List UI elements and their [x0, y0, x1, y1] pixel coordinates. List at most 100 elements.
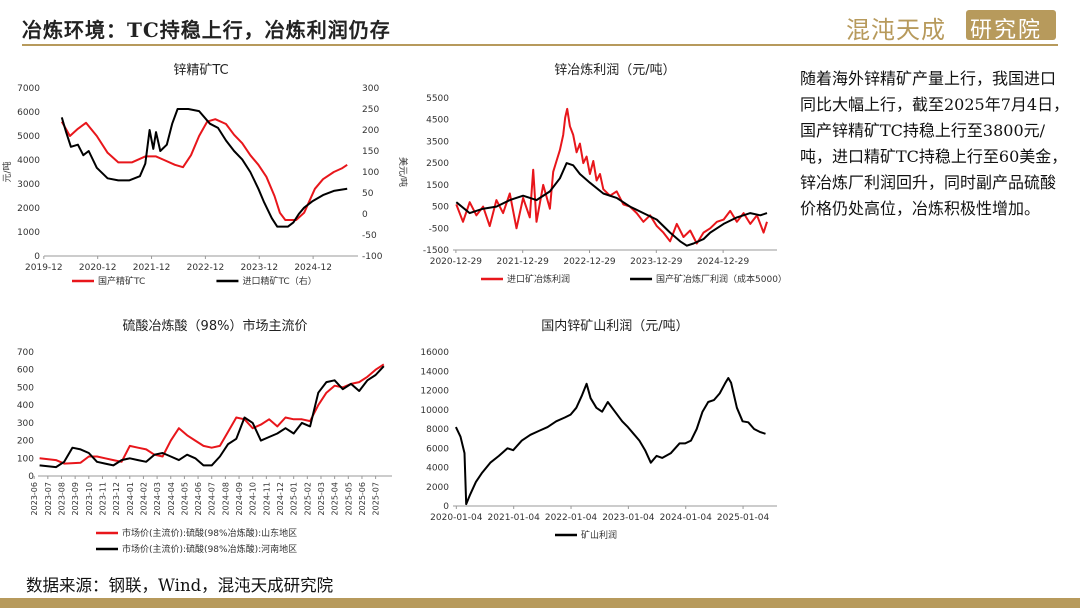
company-logo: 混沌天成 研究院 [846, 8, 1058, 44]
x-tick-label: 2024-12-29 [697, 257, 750, 267]
x-tick-label: 2024-01 [126, 482, 135, 515]
x-tick-label: 2024-03 [153, 482, 162, 515]
y-tick-label: 8000 [426, 425, 449, 435]
x-tick-label: 2023-12-29 [630, 257, 683, 267]
header-divider [22, 44, 1058, 46]
y-tick-label: 14000 [420, 367, 449, 377]
y-tick-label: 7000 [17, 84, 40, 94]
x-tick-label: 2023-12 [240, 263, 278, 273]
y-axis-label: 元/吨 [1, 161, 13, 182]
chart-zinc-tc: 锌精矿TC01000200030004000500060007000元/吨-10… [1, 63, 409, 287]
y-tick-label: 16000 [420, 348, 449, 358]
y-tick-label: -500 [429, 224, 450, 234]
y2-tick-label: 150 [362, 147, 379, 157]
chart-sulfuric-acid-price: 硫酸冶炼酸（98%）市场主流价 0 100 200 300 400 500 600 700 202… [17, 318, 392, 555]
logo-text-main: 混沌天成 [846, 16, 946, 44]
legend-label: 市场价(主流价):硫酸(98%冶炼酸):山东地区 [122, 527, 297, 539]
y-tick-label: 0 [34, 252, 40, 262]
chart-title: 硫酸冶炼酸（98%）市场主流价 [123, 318, 308, 334]
x-tick-label: 2025-01 [290, 482, 299, 515]
x-tick-label: 2023-06 [30, 482, 39, 515]
chart-smelting-profit: 锌冶炼利润（元/吨） -1500 -500 500 1500 2500 3500 4500 55… [423, 63, 787, 285]
chart-title: 锌冶炼利润（元/吨） [554, 63, 675, 78]
legend-label: 进口矿冶炼利润 [507, 273, 570, 285]
x-tick-label: 2024-01-04 [660, 513, 713, 523]
y2-axis-label: 美元/吨 [397, 157, 409, 187]
x-tick-label: 2025-01-04 [717, 513, 770, 523]
x-tick-label: 2022-12-29 [563, 257, 616, 267]
y-tick-label: 2000 [17, 204, 40, 214]
x-tick-label: 2023-07 [44, 482, 53, 515]
series-line-1 [454, 377, 766, 506]
x-tick-label: 2024-08 [221, 482, 230, 515]
series-line-2 [455, 162, 768, 247]
y2-tick-label: 100 [362, 168, 379, 178]
y-tick-label: 2000 [426, 483, 449, 493]
series-line-1 [39, 363, 385, 465]
x-tick-label: 2024-12 [294, 263, 332, 273]
x-tick-label: 2023-10 [85, 482, 94, 515]
y-tick-label: 12000 [420, 387, 449, 397]
y-tick-label: 4000 [17, 156, 40, 166]
chart-title: 锌精矿TC [173, 63, 228, 78]
y-tick-label: 0 [28, 472, 34, 482]
y2-tick-label: -100 [362, 252, 383, 262]
footer-bar [0, 598, 1080, 608]
y-tick-label: 700 [17, 348, 34, 358]
y-tick-label: 4000 [426, 464, 449, 474]
x-tick-label: 2024-09 [235, 482, 244, 515]
y-tick-label: 10000 [420, 406, 449, 416]
summary-paragraph: 随着海外锌精矿产量上行，我国进口同比大幅上行，截至2025年7月4日，国产锌精矿… [800, 69, 1070, 218]
x-tick-label: 2024-06 [194, 482, 203, 515]
series-line-2 [60, 108, 348, 228]
x-tick-label: 2021-12 [133, 263, 171, 273]
y-tick-label: 6000 [426, 444, 449, 454]
legend-label: 矿山利润 [581, 529, 617, 541]
y-tick-label: 600 [17, 366, 34, 376]
y2-tick-label: 200 [362, 126, 379, 136]
y2-tick-label: 50 [362, 189, 374, 199]
y2-tick-label: 0 [362, 210, 368, 220]
x-tick-label: 2021-01-04 [488, 513, 541, 523]
y2-tick-label: 300 [362, 84, 379, 94]
x-tick-label: 2025-02 [303, 482, 312, 515]
x-tick-label: 2023-01-04 [602, 513, 655, 523]
logo-box [966, 10, 1056, 40]
chart-mine-profit: 国内锌矿山利润（元/吨） 0 2000 4000 6000 8000 10000 12000 1… [420, 318, 777, 541]
x-tick-label: 2023-08 [57, 482, 66, 515]
y-tick-label: 300 [17, 419, 34, 429]
y-tick-label: 500 [17, 383, 34, 393]
y-tick-label: 2500 [426, 159, 449, 169]
y-tick-label: 3000 [17, 180, 40, 190]
legend-label: 国产矿冶炼厂利润（成本5000） [656, 273, 787, 285]
y-tick-label: 6000 [17, 108, 40, 118]
page-title: 冶炼环境：TC持稳上行，冶炼利润仍存 [22, 18, 391, 42]
x-tick-label: 2025-06 [358, 482, 367, 515]
series-line-1 [455, 107, 768, 245]
legend-label: 国产精矿TC [98, 275, 145, 287]
y-tick-label: 1500 [426, 181, 449, 191]
y-tick-label: -1500 [423, 246, 449, 256]
x-tick-label: 2024-10 [249, 482, 258, 515]
x-tick-label: 2020-12 [79, 263, 117, 273]
y-tick-label: 500 [432, 203, 449, 213]
x-tick-label: 2025-04 [331, 482, 340, 515]
x-tick-label: 2022-01-04 [545, 513, 598, 523]
x-tick-label: 2020-12-29 [430, 257, 483, 267]
x-tick-label: 2025-05 [344, 482, 353, 515]
chart-title: 国内锌矿山利润（元/吨） [541, 318, 688, 334]
x-tick-label: 2023-09 [71, 482, 80, 515]
legend-label: 进口精矿TC（右） [242, 275, 316, 287]
y2-tick-label: -50 [362, 231, 377, 241]
x-tick-label: 2021-12-29 [497, 257, 550, 267]
x-tick-label: 2020-01-04 [430, 513, 483, 523]
x-tick-label: 2024-07 [208, 482, 217, 515]
legend-label: 市场价(主流价):硫酸(98%冶炼酸):河南地区 [122, 543, 297, 555]
x-tick-label: 2024-12 [276, 482, 285, 515]
y-tick-label: 5500 [426, 94, 449, 104]
x-tick-label: 2024-05 [180, 482, 189, 515]
x-tick-label: 2025-07 [372, 482, 381, 515]
y2-tick-label: 250 [362, 105, 379, 115]
x-tick-label: 2024-11 [262, 482, 271, 515]
logo-text-box: 研究院 [970, 18, 1043, 43]
